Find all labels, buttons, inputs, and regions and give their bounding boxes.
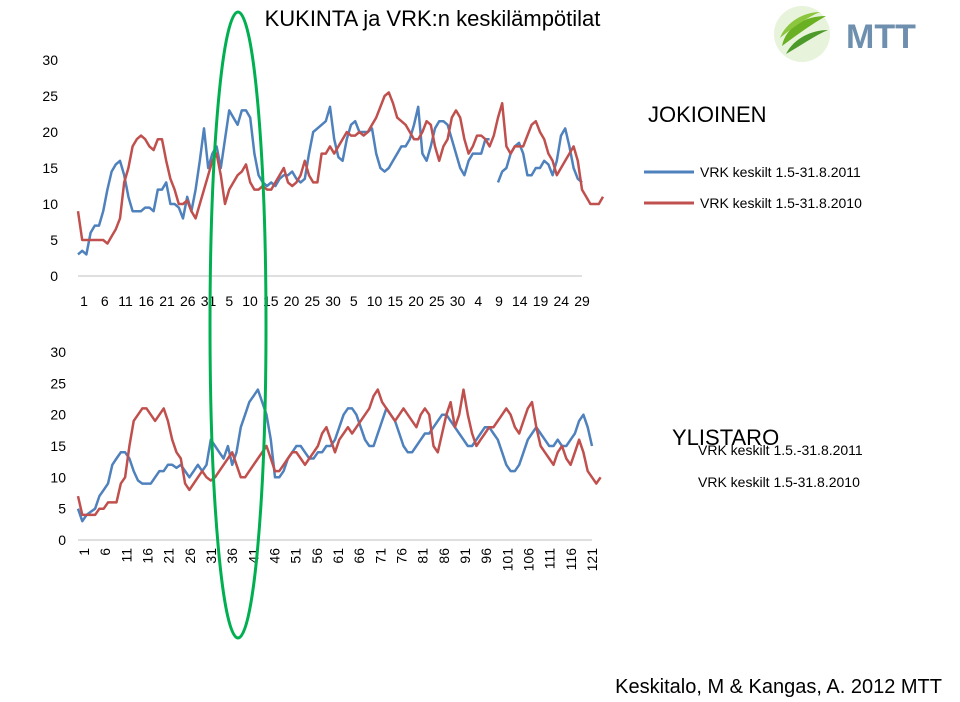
x-tick-label: 14: [512, 293, 528, 309]
x-tick-label: 66: [351, 548, 367, 564]
legend-label: VRK keskilt 1.5-31.8.2011: [700, 164, 861, 180]
x-tick-label: 116: [563, 548, 579, 571]
x-tick-label: 30: [325, 293, 341, 309]
series-line-2011: [77, 105, 583, 256]
x-tick-label: 5: [350, 293, 358, 309]
location-label: JOKIOINEN: [648, 102, 767, 127]
credit-text: Keskitalo, M & Kangas, A. 2012 MTT: [615, 676, 942, 698]
y-tick-label: 10: [50, 469, 66, 485]
x-tick-label: 24: [553, 293, 569, 309]
x-tick-label: 91: [457, 548, 473, 564]
logo-text: MTT: [846, 18, 916, 56]
x-tick-label: 1: [80, 293, 88, 309]
location-label: YLISTARO: [672, 425, 779, 450]
series-line-2010: [76, 388, 602, 517]
y-tick-label: 25: [50, 375, 66, 391]
logo-leaf-icon: [782, 16, 826, 46]
y-tick-label: 0: [58, 532, 66, 548]
logo-leaf-icon: [786, 30, 828, 54]
legend-label: VRK keskilt 1.5.-31.8.2011: [698, 442, 863, 458]
x-tick-label: 11: [118, 548, 134, 563]
x-tick-label: 26: [182, 548, 198, 564]
x-tick-label: 30: [450, 293, 466, 309]
x-tick-label: 6: [97, 548, 113, 556]
x-tick-label: 56: [309, 548, 325, 564]
x-tick-label: 111: [542, 548, 558, 569]
x-tick-label: 1: [76, 548, 92, 556]
y-tick-label: 30: [50, 344, 66, 360]
x-tick-label: 9: [495, 293, 503, 309]
x-tick-label: 25: [304, 293, 320, 309]
y-tick-label: 20: [50, 407, 66, 423]
x-tick-label: 10: [367, 293, 383, 309]
series-line-2011: [76, 388, 594, 523]
series-line-2010: [76, 91, 605, 245]
x-tick-label: 101: [499, 548, 515, 572]
legend-label: VRK keskilt 1.5-31.8.2010: [700, 195, 862, 211]
x-tick-label: 21: [159, 293, 175, 309]
mtt-logo: MTT: [768, 4, 958, 66]
x-tick-label: 19: [533, 293, 549, 309]
x-tick-label: 46: [267, 548, 283, 564]
x-tick-label: 20: [408, 293, 424, 309]
y-tick-label: 10: [42, 196, 58, 212]
x-tick-label: 51: [288, 548, 304, 564]
x-tick-label: 5: [225, 293, 233, 309]
x-tick-label: 86: [436, 548, 452, 564]
x-tick-label: 106: [521, 548, 537, 572]
y-tick-label: 0: [50, 268, 58, 284]
logo-leaf-icon: [780, 12, 820, 38]
x-tick-label: 81: [415, 548, 431, 564]
y-tick-label: 15: [50, 438, 66, 454]
x-tick-label: 71: [372, 548, 388, 564]
x-tick-label: 31: [203, 548, 219, 564]
x-tick-label: 20: [284, 293, 300, 309]
x-tick-label: 25: [429, 293, 445, 309]
x-tick-label: 16: [138, 293, 154, 309]
y-tick-label: 15: [42, 160, 58, 176]
x-tick-label: 96: [478, 548, 494, 564]
y-tick-label: 25: [42, 88, 58, 104]
x-tick-label: 10: [242, 293, 258, 309]
x-tick-label: 121: [584, 548, 600, 572]
page-title: KUKINTA ja VRK:n keskilämpötilat: [264, 6, 601, 31]
legend-label: VRK keskilt 1.5-31.8.2010: [698, 474, 860, 490]
highlight-oval: [208, 10, 268, 640]
x-tick-label: 21: [161, 548, 177, 564]
x-tick-label: 11: [118, 293, 133, 309]
y-tick-label: 30: [42, 52, 58, 68]
x-tick-label: 15: [387, 293, 403, 309]
x-tick-label: 16: [140, 548, 156, 564]
x-tick-label: 4: [474, 293, 482, 309]
y-tick-label: 5: [50, 232, 58, 248]
x-tick-label: 29: [574, 293, 590, 309]
y-tick-label: 20: [42, 124, 58, 140]
x-tick-label: 6: [101, 293, 109, 309]
x-tick-label: 36: [224, 548, 240, 564]
y-tick-label: 5: [58, 501, 66, 517]
x-tick-label: 76: [394, 548, 410, 564]
x-tick-label: 61: [330, 548, 346, 564]
x-tick-label: 26: [180, 293, 196, 309]
